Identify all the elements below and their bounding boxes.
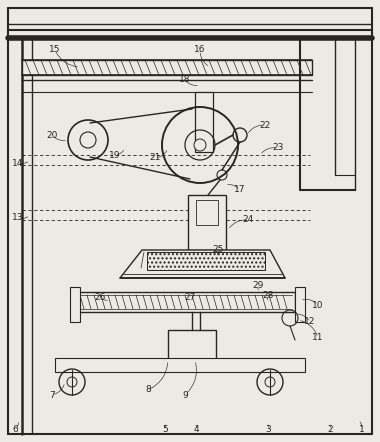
Text: 25: 25 [212,245,224,255]
Text: 15: 15 [49,46,61,54]
Bar [188,195,226,250]
Text: 7: 7 [49,390,55,400]
Text: 10: 10 [312,301,324,309]
Text: 26: 26 [94,293,106,301]
Text: 18: 18 [179,76,191,84]
Text: 9: 9 [182,390,188,400]
Text: 1: 1 [359,426,365,434]
Bar [158,360,226,370]
Text: 2: 2 [327,426,333,434]
Text: 8: 8 [145,385,151,395]
Bar [70,287,80,322]
Bar [22,60,312,75]
Text: 22: 22 [260,121,271,130]
Bar [55,358,305,372]
Circle shape [194,139,206,151]
Text: 21: 21 [149,153,161,163]
Text: 6: 6 [12,426,18,434]
Bar [195,92,213,152]
Polygon shape [120,250,285,278]
Text: 27: 27 [184,293,196,301]
Text: 3: 3 [265,426,271,434]
Text: 19: 19 [109,150,121,160]
Bar [168,330,216,360]
Text: 14: 14 [12,159,24,168]
Text: 4: 4 [193,426,199,434]
Bar [295,287,305,322]
Text: 13: 13 [12,213,24,222]
Text: 28: 28 [262,290,274,300]
Bar [147,252,265,270]
Text: 16: 16 [194,46,206,54]
Bar [75,292,295,312]
Text: 11: 11 [312,334,324,343]
Text: 29: 29 [252,281,264,290]
Text: 17: 17 [234,186,246,194]
Text: 5: 5 [162,426,168,434]
Text: 23: 23 [272,144,284,152]
Text: 24: 24 [242,216,253,225]
Bar [196,200,218,225]
Text: 12: 12 [304,317,316,327]
Text: 20: 20 [46,130,58,140]
